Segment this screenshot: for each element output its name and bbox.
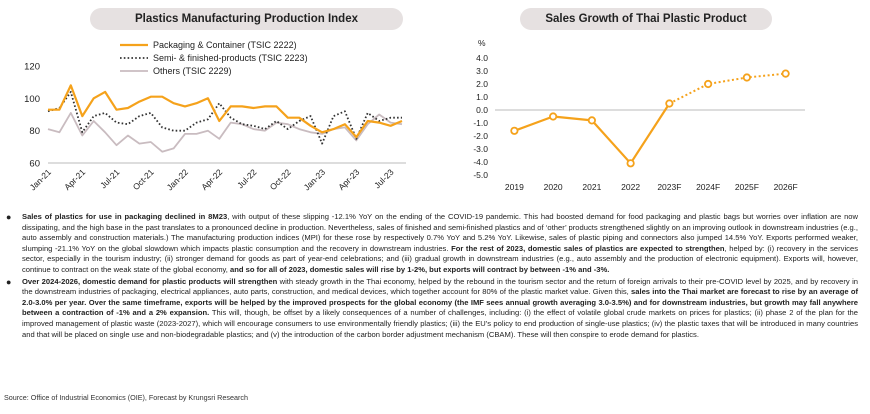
left-x-tick-label: Jul-21 xyxy=(98,167,122,191)
left-x-tick-label: Jan-23 xyxy=(302,167,328,193)
left-legend-label-3: Others (TSIC 2229) xyxy=(153,66,232,76)
right-y-tick-label: 0.0 xyxy=(476,105,488,115)
right-y-tick-label: -1.0 xyxy=(473,118,488,128)
right-series-line-actual xyxy=(514,102,671,165)
left-y-tick-label: 100 xyxy=(24,94,40,105)
left-x-tick-label: Jul-22 xyxy=(235,167,259,191)
charts-canvas: 60 80 100 120 Jan-21 Apr-21 Jul-21 Oct-21 Jan-22… xyxy=(24,38,805,193)
right-x-tick-label: 2022 xyxy=(621,182,640,192)
left-y-tick-label: 80 xyxy=(29,126,40,137)
right-x-tick-label: 2021 xyxy=(582,182,601,192)
bullet-text-1: Sales of plastics for use in packaging d… xyxy=(22,212,858,276)
bullet-item-1: ● Sales of plastics for use in packaging… xyxy=(6,212,858,276)
left-series-line-1 xyxy=(48,84,403,139)
left-y-tick-label: 120 xyxy=(24,62,40,73)
right-y-tick-label: 4.0 xyxy=(476,53,488,63)
bullet-bold-run: and so for all of 2023, domestic sales w… xyxy=(229,264,610,274)
bullet-text-run: , helped by: (i) recovery in the service… xyxy=(22,243,858,274)
bullet-text-run: , with output of these slipping -12.1% Y… xyxy=(22,212,859,253)
left-legend-label-2: Semi- & finished-products (TSIC 2223) xyxy=(153,53,308,63)
left-x-tick-label: Jan-21 xyxy=(28,167,54,193)
bullet-bold-run: Sales of plastics for use in packaging d… xyxy=(22,212,228,221)
right-y-tick-label: -4.0 xyxy=(473,157,488,167)
bullet-bold-run: Over 2024-2026, domestic demand for plas… xyxy=(22,276,278,286)
right-data-point xyxy=(742,73,751,82)
right-data-point xyxy=(549,112,558,121)
left-legend-label-1: Packaging & Container (TSIC 2222) xyxy=(153,40,297,50)
left-x-tick-label: Apr-21 xyxy=(62,167,87,192)
left-x-tick-label: Apr-23 xyxy=(336,167,361,192)
left-x-tick-label: Jan-22 xyxy=(165,167,191,193)
bullet-text-2: Over 2024-2026, domestic demand for plas… xyxy=(22,277,858,341)
bullet-bold-run: sales into the Thai market are forecast … xyxy=(22,287,858,318)
right-data-point xyxy=(704,79,713,89)
right-chart-title: Sales Growth of Thai Plastic Product xyxy=(520,8,772,30)
bullet-text-run: with steady growth in the Thai economy, … xyxy=(22,276,858,297)
right-x-tick-label: 2020 xyxy=(544,182,563,192)
bullet-marker: ● xyxy=(6,212,12,222)
left-y-tick-label: 60 xyxy=(29,159,40,170)
left-x-tick-label: Oct-21 xyxy=(131,167,156,192)
bullet-marker: ● xyxy=(6,276,12,287)
right-y-tick-label: 3.0 xyxy=(476,66,488,76)
left-x-tick-label: Jul-23 xyxy=(372,167,396,191)
right-data-point xyxy=(665,99,674,108)
left-series-line-3 xyxy=(47,112,403,153)
right-x-tick-label: 2019 xyxy=(505,182,524,192)
right-x-tick-label: 2023F xyxy=(657,182,681,192)
bullet-item-2: ● Over 2024-2026, domestic demand for pl… xyxy=(6,277,858,341)
right-y-tick-label: -2.0 xyxy=(473,131,488,141)
right-y-tick-label: -5.0 xyxy=(473,170,488,180)
right-x-tick-label: 2025F xyxy=(735,182,759,192)
right-y-tick-label: -3.0 xyxy=(473,144,488,154)
right-data-point xyxy=(626,159,635,168)
right-x-tick-label: 2026F xyxy=(774,182,798,192)
right-series-line-forecast xyxy=(668,72,786,105)
right-data-point xyxy=(510,126,519,135)
right-x-tick-label: 2024F xyxy=(696,182,720,192)
source-note: Source: Office of Industrial Economics (… xyxy=(4,393,248,402)
left-x-tick-label: Oct-22 xyxy=(268,167,293,192)
left-series-line-2 xyxy=(47,91,402,145)
right-data-point xyxy=(781,69,790,78)
right-data-point xyxy=(587,116,596,125)
right-y-axis-unit: % xyxy=(478,38,486,48)
bullet-bold-run: For the rest of 2023, domestic sales of … xyxy=(451,243,725,253)
left-x-tick-label: Apr-22 xyxy=(199,167,224,192)
left-chart-title: Plastics Manufacturing Production Index xyxy=(90,8,403,30)
right-y-tick-label: 1.0 xyxy=(476,92,488,102)
bullet-text-run: This will, though, be offset by a likely… xyxy=(22,308,858,339)
bullet-list: ● Sales of plastics for use in packaging… xyxy=(6,212,858,341)
right-y-tick-label: 2.0 xyxy=(476,79,488,89)
